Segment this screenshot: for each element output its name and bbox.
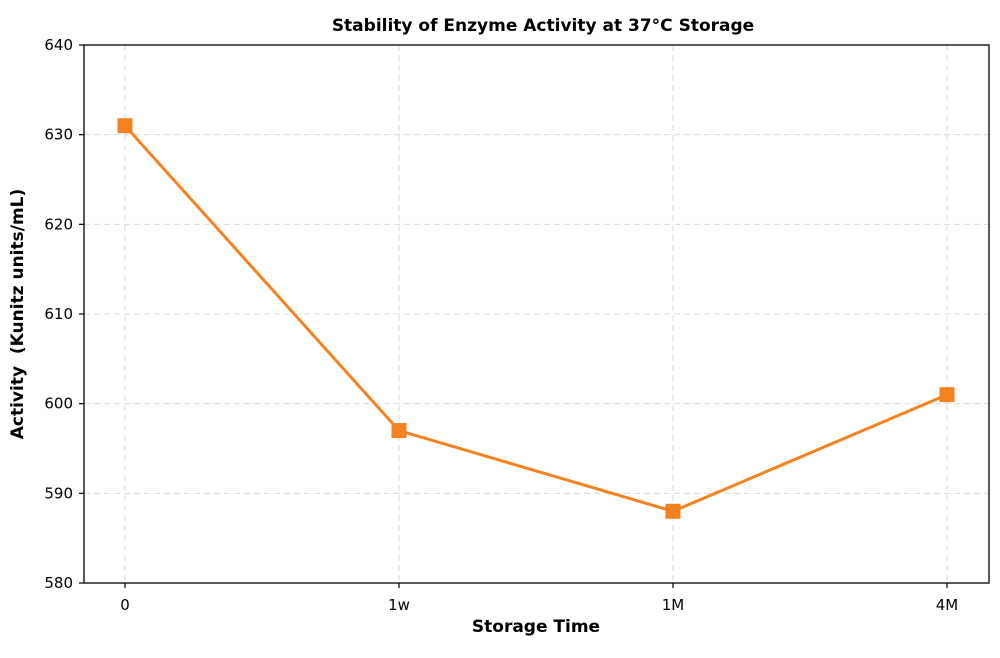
y-tick-label: 640 <box>44 36 73 54</box>
x-tick-label: 0 <box>120 596 130 614</box>
y-tick-label: 600 <box>44 395 73 413</box>
data-point <box>117 118 133 134</box>
x-tick-label: 1M <box>662 596 685 614</box>
data-point <box>665 503 681 519</box>
x-tick-label: 4M <box>936 596 959 614</box>
data-point <box>391 423 407 439</box>
y-tick-label: 630 <box>44 126 73 144</box>
y-tick-label: 590 <box>44 484 73 502</box>
series-line <box>123 124 948 513</box>
axis-ticks: 580 590 600 610 620 630 640 0 1w 1M 4M <box>44 36 958 614</box>
chart-title: Stability of Enzyme Activity at 37°C Sto… <box>332 16 754 36</box>
y-tick-label: 610 <box>44 305 73 323</box>
y-tick-label: 620 <box>44 215 73 233</box>
y-axis-title: Activity (Kunitz units/mL) <box>8 189 28 440</box>
x-tick-label: 1w <box>388 596 410 614</box>
x-axis-title: Storage Time <box>472 617 600 637</box>
y-tick-label: 580 <box>44 574 73 592</box>
grid <box>84 45 989 583</box>
data-point <box>939 387 955 403</box>
series <box>117 118 955 519</box>
